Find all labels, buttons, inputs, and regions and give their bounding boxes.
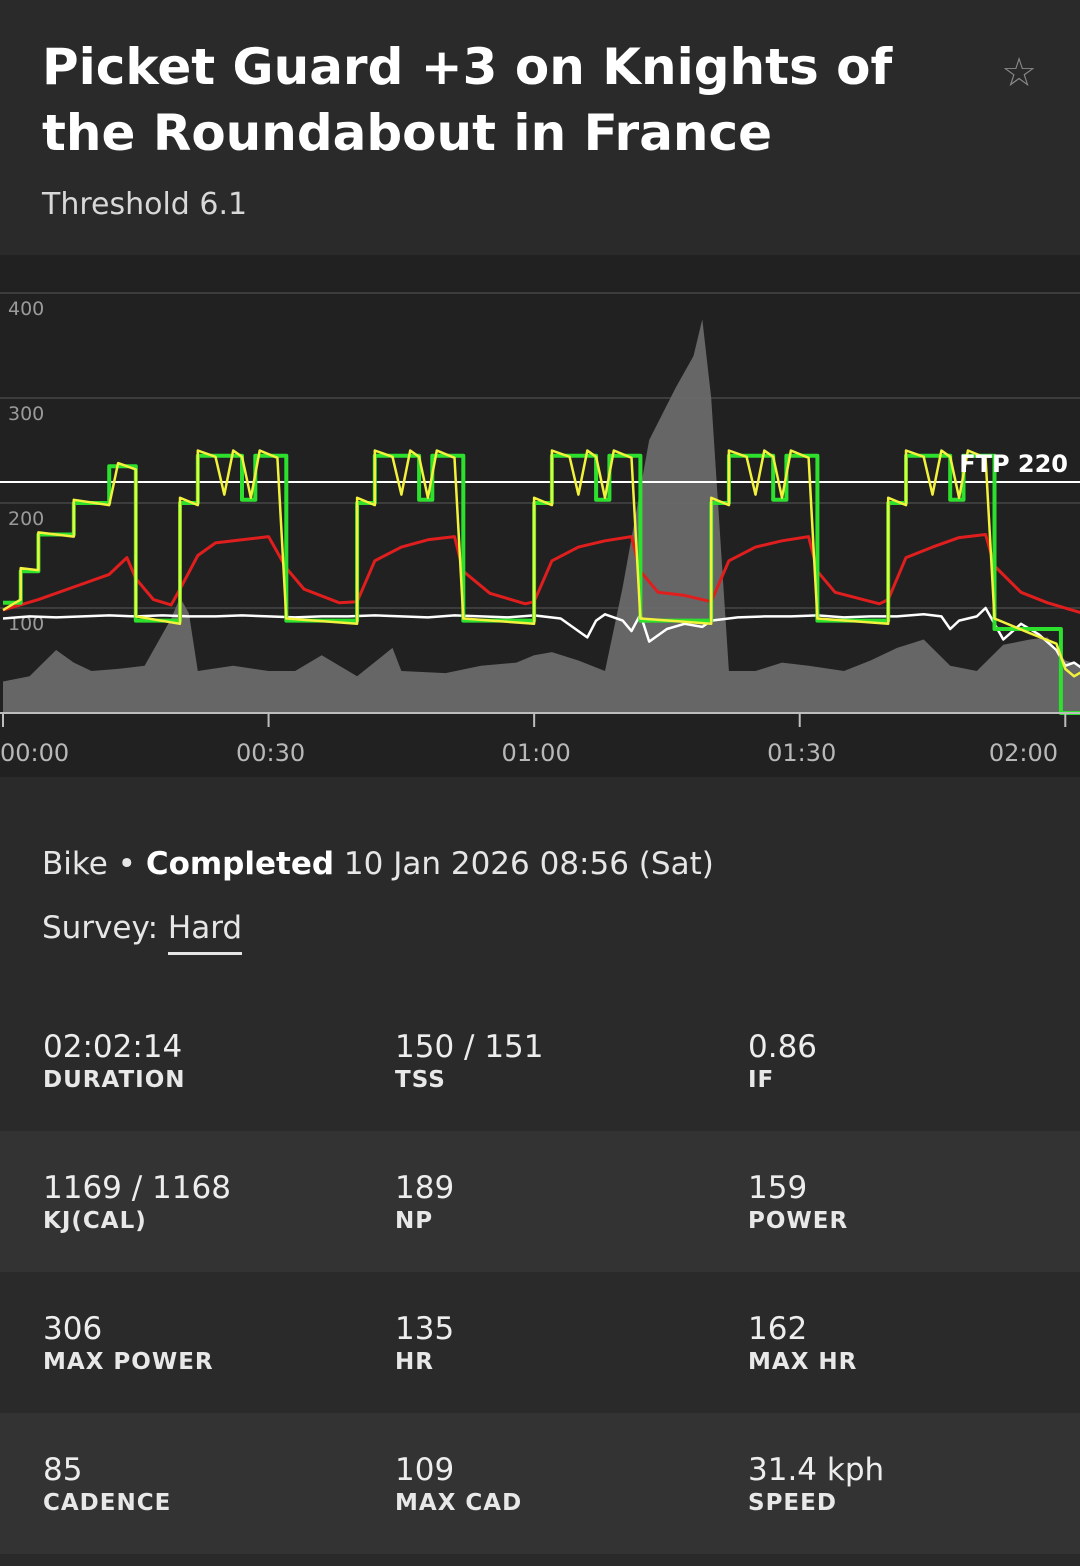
stat-value: 02:02:14 [43, 1029, 183, 1065]
heart-rate-line [2, 533, 1080, 614]
activity-meta: Bike • Completed 10 Jan 2026 08:56 (Sat) [42, 846, 714, 882]
x-tick-label: 02:00 [989, 739, 1058, 767]
stat-label: POWER [748, 1208, 849, 1234]
stat-kj: 1169 / 1168 KJ(CAL) [43, 1169, 231, 1235]
stat-max-power: 306 MAX POWER [43, 1310, 214, 1376]
stat-label: HR [395, 1349, 434, 1375]
workout-title: Picket Guard +3 on Knights of the Rounda… [42, 38, 893, 162]
stat-label: MAX CAD [395, 1490, 523, 1516]
x-tick-label: 00:00 [0, 739, 69, 767]
meta-separator: • [117, 846, 136, 882]
elevation-area [3, 319, 1080, 713]
stat-value: 189 [395, 1170, 455, 1206]
stat-duration: 02:02:14 DURATION [43, 1028, 186, 1094]
stat-label: NP [395, 1208, 434, 1234]
stat-value: 159 [748, 1170, 808, 1206]
stat-value: 0.86 [748, 1029, 818, 1065]
x-tick-label: 01:00 [502, 739, 571, 767]
workout-header: Picket Guard +3 on Knights of the Rounda… [0, 0, 1080, 255]
stat-label: IF [748, 1067, 775, 1093]
stat-value: 135 [395, 1311, 455, 1347]
stats-row: 85 CADENCE 109 MAX CAD 31.4 kph SPEED [0, 1413, 1080, 1554]
stat-value: 162 [748, 1311, 808, 1347]
stats-grid: 02:02:14 DURATION 150 / 151 TSS 0.86 IF … [0, 990, 1080, 1554]
stat-tss: 150 / 151 TSS [395, 1028, 544, 1094]
stat-value: 31.4 kph [748, 1452, 885, 1488]
stat-value: 1169 / 1168 [43, 1170, 231, 1206]
stat-label: KJ(CAL) [43, 1208, 147, 1234]
stat-cadence: 85 CADENCE [43, 1451, 171, 1517]
survey: Survey: Hard [42, 910, 243, 955]
cadence-line [2, 606, 1080, 669]
stat-hr: 135 HR [395, 1310, 454, 1376]
stat-max-hr: 162 MAX HR [748, 1310, 857, 1376]
survey-label: Survey: [42, 910, 159, 946]
stat-value: 150 / 151 [395, 1029, 544, 1065]
y-tick-label: 300 [8, 403, 44, 425]
stats-row: 1169 / 1168 KJ(CAL) 189 NP 159 POWER [0, 1131, 1080, 1272]
stats-row: 306 MAX POWER 135 HR 162 MAX HR [0, 1272, 1080, 1413]
ftp-label: FTP 220 [959, 450, 1068, 478]
stats-row: 02:02:14 DURATION 150 / 151 TSS 0.86 IF [0, 990, 1080, 1131]
x-tick-label: 00:30 [236, 739, 305, 767]
stat-value: 85 [43, 1452, 83, 1488]
stat-value: 306 [43, 1311, 103, 1347]
survey-value-link[interactable]: Hard [167, 910, 243, 955]
stat-if: 0.86 IF [748, 1028, 817, 1094]
stat-power: 159 POWER [748, 1169, 848, 1235]
stat-value: 109 [395, 1452, 455, 1488]
stat-max-cad: 109 MAX CAD [395, 1451, 522, 1517]
status-label: Completed [145, 846, 335, 882]
activity-datetime: 10 Jan 2026 08:56 (Sat) [343, 846, 714, 882]
stat-label: TSS [395, 1067, 446, 1093]
stat-label: MAX POWER [43, 1349, 214, 1375]
y-tick-label: 200 [8, 508, 44, 530]
sport-label: Bike [42, 846, 108, 882]
star-outline-icon[interactable]: ☆ [1001, 50, 1037, 96]
stat-label: SPEED [748, 1490, 837, 1516]
stat-label: MAX HR [748, 1349, 858, 1375]
stat-label: DURATION [43, 1067, 186, 1093]
x-tick-label: 01:30 [767, 739, 836, 767]
stat-np: 189 NP [395, 1169, 454, 1235]
workout-subtitle: Threshold 6.1 [42, 187, 248, 222]
y-tick-label: 400 [8, 298, 44, 320]
stat-label: CADENCE [43, 1490, 172, 1516]
stat-speed: 31.4 kph SPEED [748, 1451, 884, 1517]
power-line [2, 449, 1080, 678]
workout-chart[interactable]: 400 300 200 100 FTP 220 00:00 00:30 01:00 01:30 0… [0, 255, 1080, 777]
